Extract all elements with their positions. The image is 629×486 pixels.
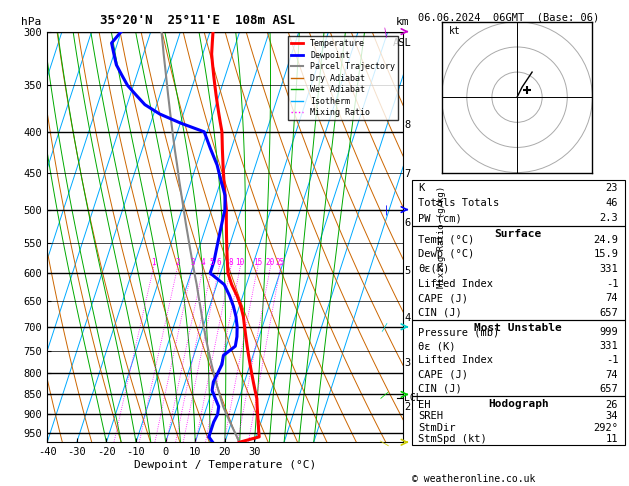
Text: 4: 4 xyxy=(201,258,206,267)
Text: Temp (°C): Temp (°C) xyxy=(418,235,475,244)
Text: 657: 657 xyxy=(599,308,618,318)
Text: Dewp (°C): Dewp (°C) xyxy=(418,249,475,259)
Text: 999: 999 xyxy=(599,327,618,337)
Text: 2: 2 xyxy=(175,258,180,267)
Text: Lifted Index: Lifted Index xyxy=(418,355,493,365)
Text: 8: 8 xyxy=(404,120,411,130)
Text: 7: 7 xyxy=(404,170,411,179)
Text: 23: 23 xyxy=(606,183,618,192)
Text: CIN (J): CIN (J) xyxy=(418,308,462,318)
Text: 74: 74 xyxy=(606,369,618,380)
Text: 3: 3 xyxy=(404,358,411,368)
Text: 25: 25 xyxy=(276,258,285,267)
Text: -1: -1 xyxy=(606,278,618,289)
Text: 34: 34 xyxy=(606,411,618,421)
Text: 331: 331 xyxy=(599,264,618,274)
Text: CAPE (J): CAPE (J) xyxy=(418,369,469,380)
Text: 11: 11 xyxy=(606,434,618,444)
Text: ASL: ASL xyxy=(393,38,412,48)
Text: 15: 15 xyxy=(253,258,262,267)
Text: Pressure (mb): Pressure (mb) xyxy=(418,327,499,337)
Text: EH: EH xyxy=(418,399,431,410)
Text: —: — xyxy=(377,435,391,450)
Text: 46: 46 xyxy=(606,198,618,208)
Text: 15.9: 15.9 xyxy=(593,249,618,259)
Text: 35°20'N  25°11'E  108m ASL: 35°20'N 25°11'E 108m ASL xyxy=(101,15,296,28)
Text: 5: 5 xyxy=(209,258,214,267)
Text: © weatheronline.co.uk: © weatheronline.co.uk xyxy=(412,473,535,484)
Text: 3: 3 xyxy=(190,258,194,267)
Text: 4: 4 xyxy=(404,312,411,323)
Bar xyxy=(412,320,625,396)
Text: 8: 8 xyxy=(228,258,233,267)
Text: 74: 74 xyxy=(606,293,618,303)
Text: CIN (J): CIN (J) xyxy=(418,383,462,394)
Bar xyxy=(412,396,625,445)
Text: 10: 10 xyxy=(235,258,245,267)
Text: Totals Totals: Totals Totals xyxy=(418,198,499,208)
X-axis label: Dewpoint / Temperature (°C): Dewpoint / Temperature (°C) xyxy=(134,460,316,470)
Text: 24.9: 24.9 xyxy=(593,235,618,244)
Legend: Temperature, Dewpoint, Parcel Trajectory, Dry Adiabat, Wet Adiabat, Isotherm, Mi: Temperature, Dewpoint, Parcel Trajectory… xyxy=(287,36,398,121)
Text: 2.3: 2.3 xyxy=(599,213,618,224)
Text: hPa: hPa xyxy=(21,17,41,28)
Text: θε (K): θε (K) xyxy=(418,341,456,351)
Text: —: — xyxy=(377,319,391,334)
Bar xyxy=(412,180,625,226)
Text: 331: 331 xyxy=(599,341,618,351)
Text: CAPE (J): CAPE (J) xyxy=(418,293,469,303)
Text: 292°: 292° xyxy=(593,422,618,433)
Text: LCL: LCL xyxy=(404,393,422,403)
Bar xyxy=(412,226,625,320)
Text: Most Unstable: Most Unstable xyxy=(474,323,562,333)
Text: kt: kt xyxy=(449,26,461,36)
Text: 26: 26 xyxy=(606,399,618,410)
Text: —: — xyxy=(379,25,391,38)
Text: StmSpd (kt): StmSpd (kt) xyxy=(418,434,487,444)
Text: 6: 6 xyxy=(404,218,411,228)
Text: 2: 2 xyxy=(404,401,411,412)
Text: 06.06.2024  06GMT  (Base: 06): 06.06.2024 06GMT (Base: 06) xyxy=(418,12,599,22)
Text: K: K xyxy=(418,183,425,192)
Text: 6: 6 xyxy=(217,258,221,267)
Text: Mixing Ratio (g/kg): Mixing Ratio (g/kg) xyxy=(437,186,446,288)
Text: Surface: Surface xyxy=(494,229,542,239)
Text: Lifted Index: Lifted Index xyxy=(418,278,493,289)
Text: StmDir: StmDir xyxy=(418,422,456,433)
Text: -1: -1 xyxy=(606,355,618,365)
Text: 20: 20 xyxy=(265,258,275,267)
Text: θε(K): θε(K) xyxy=(418,264,450,274)
Text: km: km xyxy=(396,17,409,28)
Text: 1: 1 xyxy=(152,258,156,267)
Text: —: — xyxy=(376,387,391,402)
Text: 5: 5 xyxy=(404,266,411,276)
Text: Hodograph: Hodograph xyxy=(488,399,548,409)
Text: PW (cm): PW (cm) xyxy=(418,213,462,224)
Text: 657: 657 xyxy=(599,383,618,394)
Text: —: — xyxy=(381,204,391,215)
Text: SREH: SREH xyxy=(418,411,443,421)
